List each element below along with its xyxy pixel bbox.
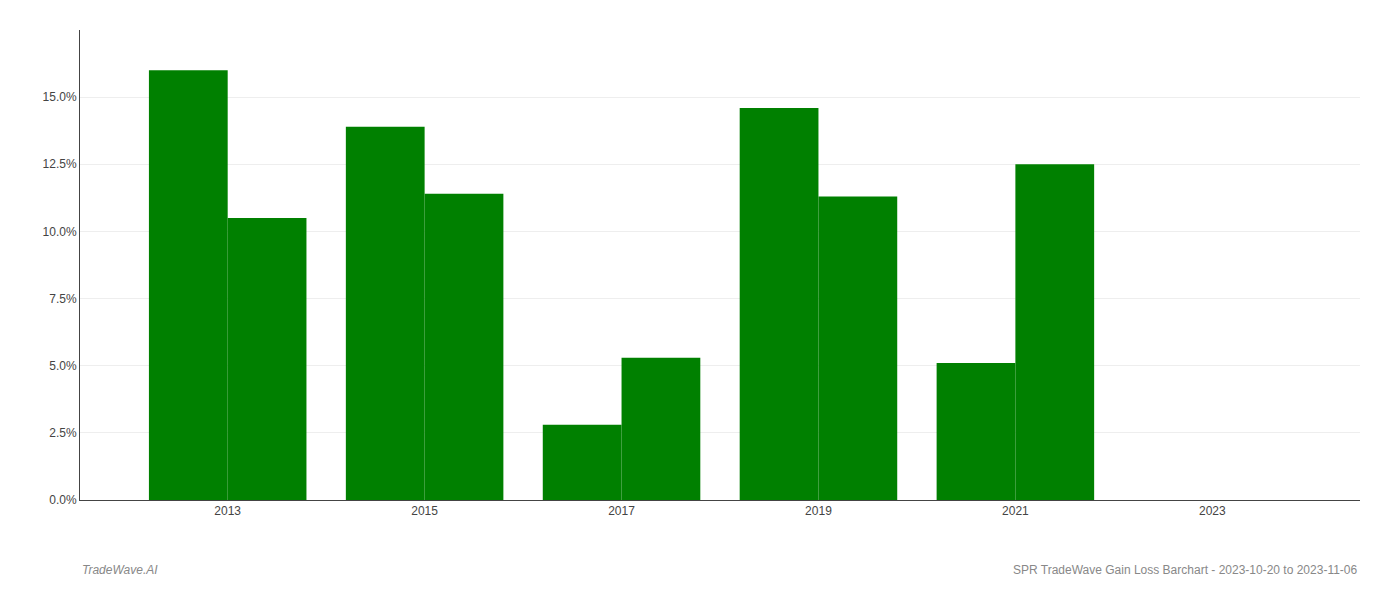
svg-text:7.5%: 7.5% [49, 292, 77, 306]
svg-text:12.5%: 12.5% [43, 157, 77, 171]
svg-text:SPR TradeWave Gain Loss Barcha: SPR TradeWave Gain Loss Barchart - 2023-… [1013, 563, 1358, 577]
svg-text:0.0%: 0.0% [49, 493, 77, 507]
svg-text:2023: 2023 [1199, 504, 1226, 518]
svg-text:TradeWave.AI: TradeWave.AI [82, 563, 158, 577]
svg-text:5.0%: 5.0% [49, 359, 77, 373]
svg-text:15.0%: 15.0% [43, 90, 77, 104]
svg-text:2.5%: 2.5% [49, 426, 77, 440]
svg-text:2015: 2015 [411, 504, 438, 518]
svg-text:2013: 2013 [214, 504, 241, 518]
svg-text:10.0%: 10.0% [43, 225, 77, 239]
svg-text:2017: 2017 [608, 504, 635, 518]
svg-text:2019: 2019 [805, 504, 832, 518]
svg-text:2021: 2021 [1002, 504, 1029, 518]
